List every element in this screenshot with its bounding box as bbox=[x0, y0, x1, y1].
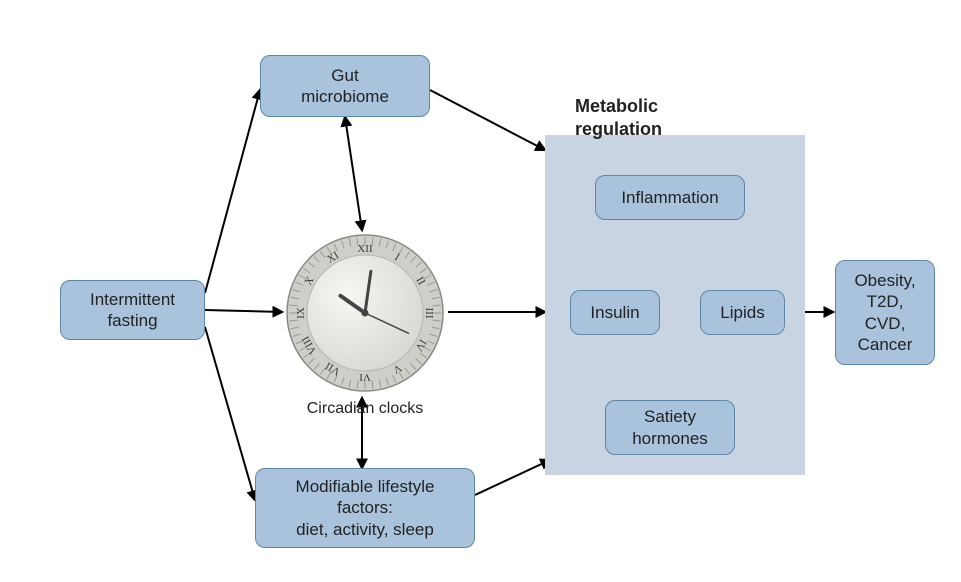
edge-gut-right-panel-topleft bbox=[430, 90, 545, 150]
edge-fasting-right-clock-left bbox=[205, 310, 282, 312]
edge-gut-bottom-clock-top bbox=[345, 117, 362, 230]
svg-text:VIII: VIII bbox=[299, 334, 319, 357]
clock-label: Circadian clocks bbox=[290, 400, 440, 418]
node-inflam: Inflammation bbox=[595, 175, 745, 220]
edge-lifestyle-right-panel-botleft bbox=[475, 460, 550, 495]
svg-text:II: II bbox=[413, 275, 427, 288]
node-satiety: Satietyhormones bbox=[605, 400, 735, 455]
node-gut: Gutmicrobiome bbox=[260, 55, 430, 117]
node-fasting: Intermittentfasting bbox=[60, 280, 205, 340]
svg-text:X: X bbox=[302, 275, 316, 288]
edge-fasting-right-top-gut-left bbox=[205, 90, 260, 293]
svg-text:VI: VI bbox=[359, 371, 371, 383]
edge-fasting-right-bot-lifestyle-left bbox=[205, 327, 255, 500]
svg-text:IX: IX bbox=[295, 307, 307, 319]
node-lipids: Lipids bbox=[700, 290, 785, 335]
svg-text:IV: IV bbox=[412, 337, 428, 353]
node-lifestyle: Modifiable lifestylefactors:diet, activi… bbox=[255, 468, 475, 548]
panel-title: Metabolicregulation bbox=[575, 95, 755, 140]
node-insulin: Insulin bbox=[570, 290, 660, 335]
svg-text:XI: XI bbox=[325, 249, 341, 265]
svg-text:I: I bbox=[392, 251, 401, 263]
svg-text:V: V bbox=[391, 361, 404, 375]
svg-text:III: III bbox=[423, 308, 435, 319]
svg-text:VII: VII bbox=[323, 359, 343, 377]
node-outcomes: Obesity,T2D,CVD,Cancer bbox=[835, 260, 935, 365]
svg-text:XII: XII bbox=[357, 243, 373, 255]
